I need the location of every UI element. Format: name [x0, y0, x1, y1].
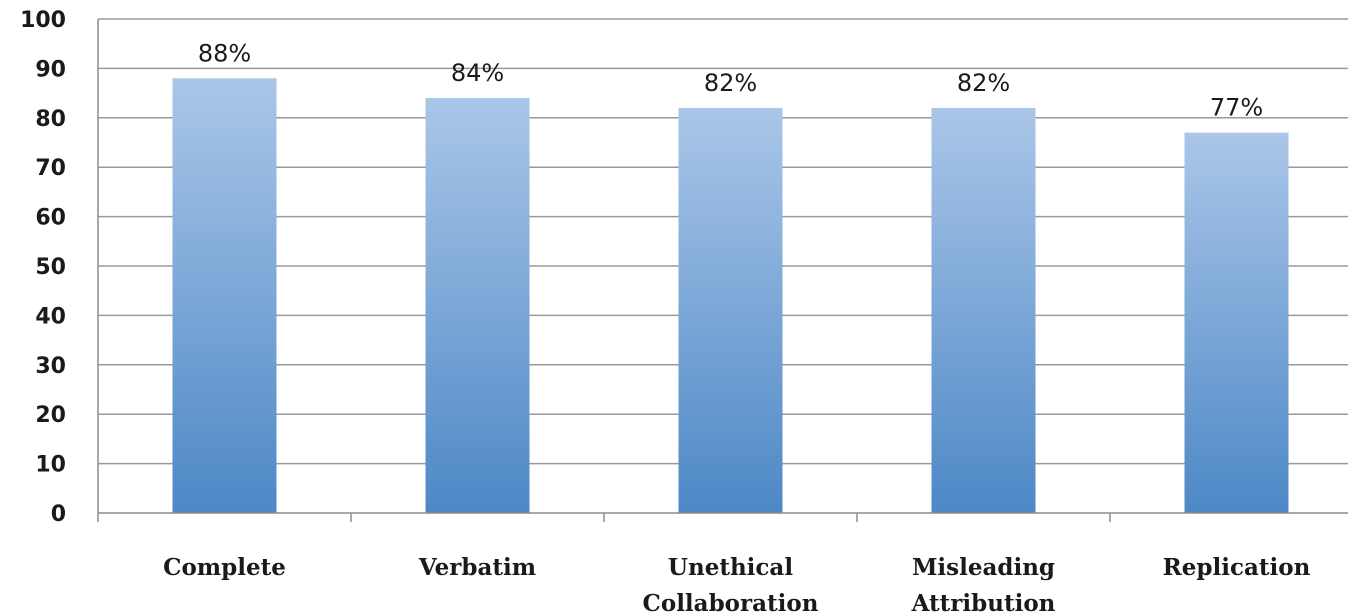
bar [679, 108, 783, 513]
y-axis: 0 10 20 30 40 50 60 70 80 90 100 [20, 8, 98, 527]
x-tick-label: Complete [163, 554, 286, 581]
data-label: 77% [1210, 94, 1263, 122]
data-label: 88% [198, 39, 251, 67]
y-tick-label: 20 [35, 403, 66, 428]
y-tick-label: 40 [35, 304, 66, 329]
y-tick-label: 70 [35, 156, 66, 181]
x-tick-label: Verbatim [418, 554, 536, 581]
y-tick-label: 60 [35, 206, 66, 231]
y-tick-label: 80 [35, 107, 66, 132]
bar [173, 78, 277, 513]
y-tick-label: 0 [51, 502, 66, 527]
data-label: 82% [957, 69, 1010, 97]
x-axis: Complete Verbatim Unethical Collaboration Mi… [98, 513, 1348, 616]
x-tick-label: Misleading Attribution [911, 554, 1056, 616]
y-tick-label: 100 [20, 8, 66, 33]
bar [932, 108, 1036, 513]
x-tick-label: Unethical Collaboration [643, 554, 819, 616]
y-tick-label: 30 [35, 354, 66, 379]
data-label: 82% [704, 69, 757, 97]
x-tick-label: Replication [1163, 554, 1311, 581]
data-label: 84% [451, 59, 504, 87]
y-tick-label: 50 [35, 255, 66, 280]
y-tick-label: 90 [35, 57, 66, 82]
bar [1185, 133, 1289, 513]
bars: 88% 84% 82% 82% 77% [173, 39, 1289, 513]
bar [426, 98, 530, 513]
y-tick-label: 10 [35, 453, 66, 478]
